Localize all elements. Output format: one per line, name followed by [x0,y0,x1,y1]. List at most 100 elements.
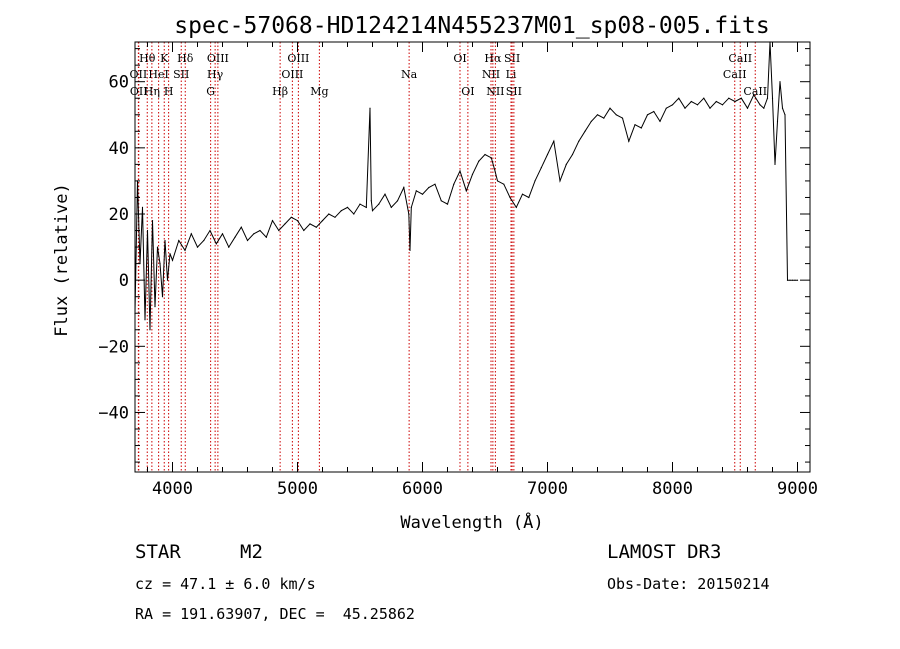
data-point [615,114,617,116]
data-point [628,140,630,142]
data-point [578,140,580,142]
data-point [240,226,242,228]
line-label-24: SII [506,85,522,98]
data-point [789,279,791,281]
data-point [296,220,299,222]
line-label-8: Hδ [177,52,194,65]
data-point [151,220,154,222]
data-point [584,130,586,132]
data-point [784,114,786,116]
x-axis-label: Wavelength (Å) [400,511,543,533]
data-point [403,186,405,189]
line-label-4: Hη [144,85,160,98]
line-label-0: Hθ [139,52,156,65]
data-point [408,213,410,215]
line-label-10: Hγ [207,68,224,81]
data-point [359,203,361,205]
data-point [703,97,705,99]
data-point [328,213,330,215]
data-point [671,104,674,106]
spectrum-line-0 [134,41,798,330]
data-point [603,117,605,119]
data-point [759,104,761,106]
data-point [740,97,742,99]
data-point [709,107,711,109]
data-point [253,233,255,235]
y-tick-label-0: −40 [98,403,129,423]
data-point [259,229,261,232]
data-point [496,180,499,182]
x-tick-label-4: 8000 [652,479,693,499]
data-point [265,236,267,238]
data-point [141,206,144,208]
spectrum-layer [134,41,799,331]
data-point [384,193,386,195]
data-point [771,97,774,99]
data-point [553,140,555,142]
data-point [154,306,156,308]
x-tick-label-5: 9000 [777,479,818,499]
line-label-7: H [164,85,174,98]
data-point [715,100,717,103]
data-point [184,249,186,251]
y-axis-label: Flux (relative) [52,183,72,337]
data-point [534,180,536,182]
data-point [396,200,399,202]
chart-title: spec-57068-HD124214N455237M01_sp08-005.f… [174,13,769,39]
data-point [346,206,349,208]
data-point [228,246,230,248]
data-point [490,157,492,159]
spectrum-chart: spec-57068-HD124214N455237M01_sp08-005.f… [52,13,818,533]
survey-name: LAMOST DR3 [607,541,722,563]
line-label-6: SII [173,68,189,81]
data-point [590,120,592,122]
data-point [794,279,796,281]
data-point [369,107,371,109]
data-point [561,173,564,175]
line-label-12: Hβ [272,85,288,98]
data-point [146,229,149,232]
axes: 4000 5000 6000 7000 8000 9000 −40 −20 0 20 40 60 [98,42,818,499]
data-point [440,200,442,202]
line-label-5: K [160,52,169,65]
line-label-22: SII [504,52,520,65]
data-point [409,249,411,251]
data-point [571,153,574,156]
data-point [609,107,611,109]
data-point [421,193,424,195]
line-label-15: Mg [310,85,328,98]
data-point [503,183,505,185]
data-point [161,296,164,298]
data-point [453,183,455,185]
line-label-26: CaII [723,68,747,81]
x-tick-label-2: 6000 [402,479,443,499]
data-point [234,236,236,238]
data-point [353,213,355,215]
data-point [428,186,430,189]
line-label-14: OIII [281,68,303,81]
data-point [659,120,661,122]
data-point [509,196,511,199]
coordinates: RA = 191.63907, DEC = 45.25862 [135,605,415,623]
x-tick-label-3: 7000 [527,479,568,499]
data-point [196,246,199,248]
data-point [763,107,765,109]
line-label-27: CaII [743,85,767,98]
y-tick-label-5: 60 [109,73,129,93]
line-label-17: OI [453,52,466,65]
data-point [309,223,311,225]
data-point [169,253,171,255]
line-label-11: G [206,85,215,98]
line-label-9: OIII [207,52,229,65]
data-point [779,81,781,83]
data-point [621,117,624,119]
data-point [791,279,794,281]
data-point [781,107,784,109]
line-label-20: NII [482,68,500,81]
data-point [774,163,776,165]
subclass: M2 [240,541,263,563]
data-point [340,210,342,212]
data-point [796,279,799,281]
data-point [303,229,305,232]
y-tick-label-2: 0 [119,271,129,291]
